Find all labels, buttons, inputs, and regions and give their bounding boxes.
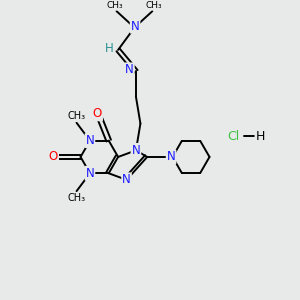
Text: CH₃: CH₃ [146, 1, 162, 10]
Text: CH₃: CH₃ [107, 1, 123, 10]
Text: N: N [132, 144, 140, 157]
Text: N: N [85, 167, 94, 180]
Text: N: N [131, 20, 140, 33]
Text: N: N [125, 63, 134, 76]
Text: H: H [105, 42, 114, 55]
Text: O: O [93, 107, 102, 120]
Text: N: N [85, 134, 94, 147]
Text: N: N [122, 173, 131, 186]
Text: O: O [49, 150, 58, 164]
Text: CH₃: CH₃ [68, 111, 85, 121]
Text: H: H [256, 130, 265, 142]
Text: CH₃: CH₃ [68, 193, 85, 203]
Text: N: N [167, 150, 176, 164]
Text: Cl: Cl [227, 130, 240, 142]
